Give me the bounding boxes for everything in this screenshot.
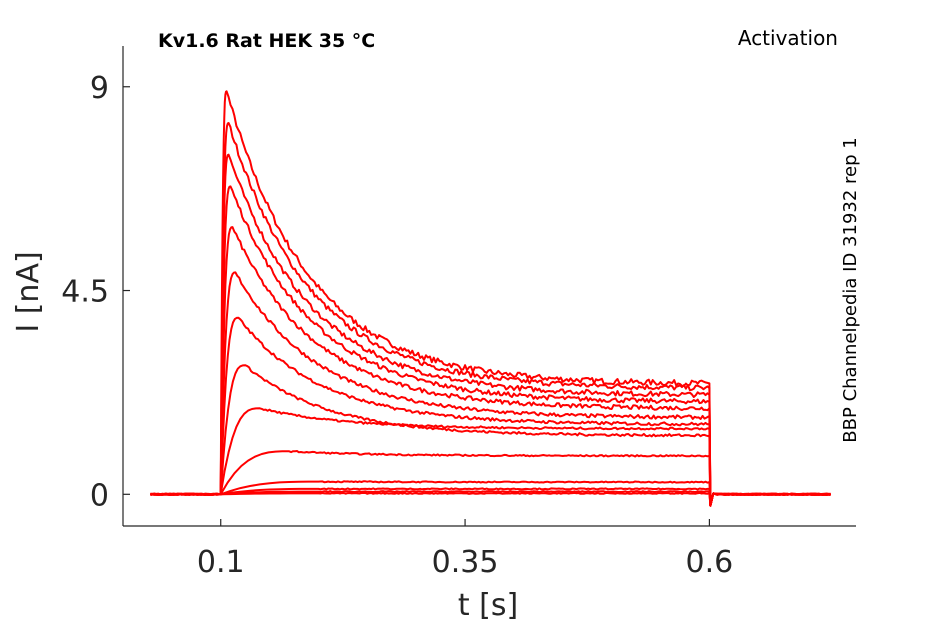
current-trace-7 xyxy=(150,316,831,507)
current-trace-2 xyxy=(150,122,831,507)
corner-label: Activation xyxy=(738,26,838,50)
current-trace-5 xyxy=(150,226,831,507)
x-axis-label: t [s] xyxy=(458,588,518,623)
current-traces xyxy=(150,90,831,507)
current-trace-12 xyxy=(150,487,831,507)
x-ticks: 0.1 0.35 0.6 xyxy=(197,519,733,580)
x-tick-label: 0.6 xyxy=(686,545,734,580)
current-trace-8 xyxy=(150,364,831,507)
current-trace-4 xyxy=(150,185,831,507)
current-trace-13 xyxy=(150,490,831,507)
y-tick-label: 0 xyxy=(90,478,109,513)
y-tick-label: 4.5 xyxy=(61,275,109,310)
chart-title: Kv1.6 Rat HEK 35 °C xyxy=(158,30,375,52)
current-trace-14 xyxy=(150,491,831,507)
current-trace-11 xyxy=(150,480,831,507)
side-label: BBP Channelpedia ID 31932 rep 1 xyxy=(840,137,861,442)
plot-area: 0.1 0.35 0.6 04.59 xyxy=(61,46,856,580)
x-tick-label: 0.35 xyxy=(432,545,499,580)
y-tick-label: 9 xyxy=(90,71,109,106)
current-trace-3 xyxy=(150,153,831,507)
current-trace-10 xyxy=(150,450,831,507)
x-tick-label: 0.1 xyxy=(197,545,245,580)
y-ticks: 04.59 xyxy=(61,71,130,513)
current-trace-6 xyxy=(150,271,831,507)
current-trace-9 xyxy=(150,407,831,507)
current-trace-1 xyxy=(150,90,831,507)
y-axis-label: I [nA] xyxy=(11,251,46,332)
